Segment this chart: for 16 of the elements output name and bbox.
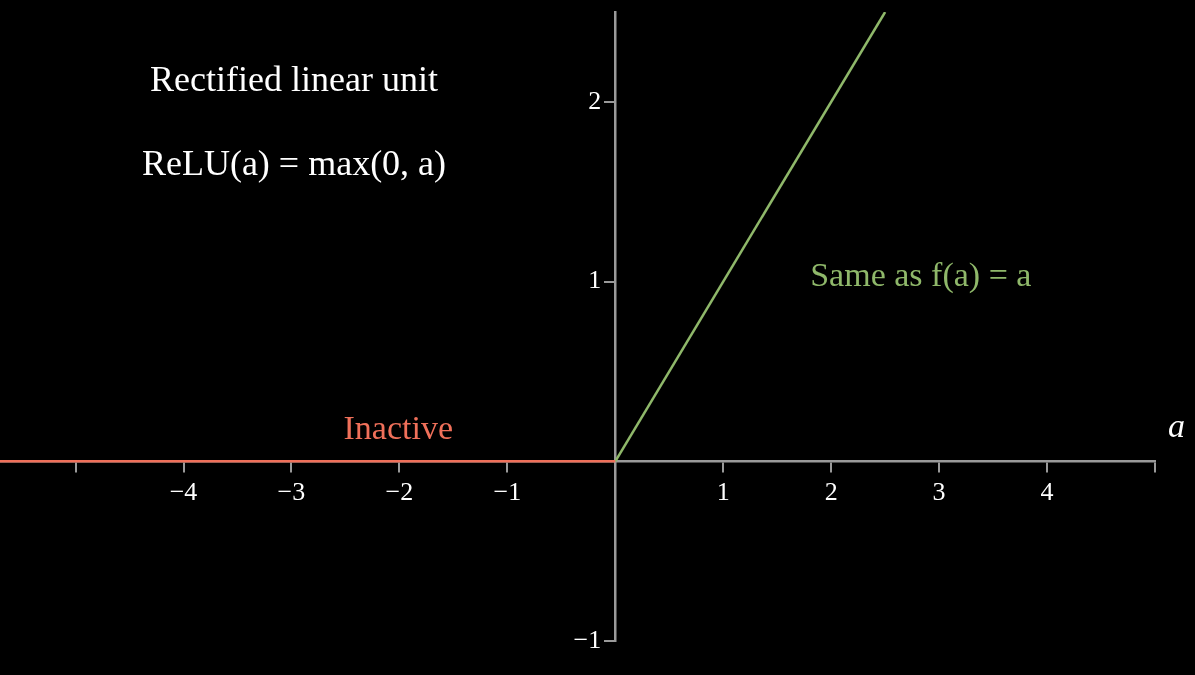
- x-tick-label: −4: [169, 476, 198, 506]
- x-tick-label: 4: [1040, 476, 1054, 506]
- text: Rectified linear unit: [150, 58, 438, 100]
- y-tick-label: 1: [588, 265, 602, 295]
- x-tick-label: −1: [493, 476, 522, 506]
- text: ReLU(a) = max(0, a): [141, 142, 447, 184]
- x-tick-label: 2: [824, 476, 838, 506]
- x-tick-label: −2: [385, 476, 414, 506]
- x-tick-label: 3: [932, 476, 946, 506]
- y-tick-label: −1: [573, 624, 602, 654]
- x-tick-label: −3: [277, 476, 306, 506]
- series-label: Same as f(a) = a: [810, 255, 1032, 294]
- x-tick-label: 1: [716, 476, 730, 506]
- series-label: Inactive: [343, 409, 454, 447]
- y-tick-label: 2: [588, 85, 602, 115]
- x-axis-title: a: [1168, 407, 1185, 445]
